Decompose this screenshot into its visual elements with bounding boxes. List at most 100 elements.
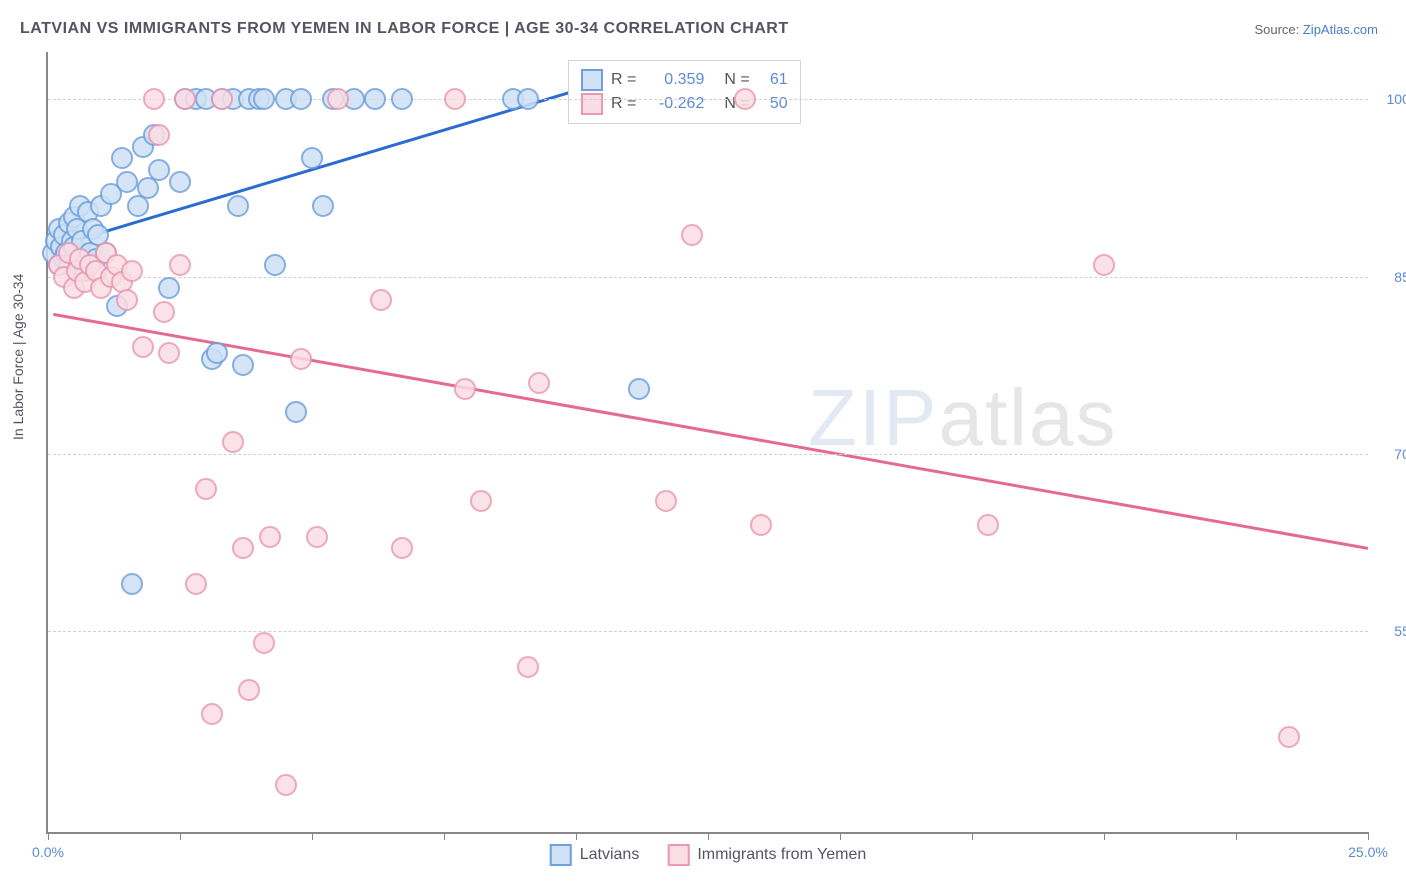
x-tick — [444, 832, 446, 840]
corr-n-value-yemen: 50 — [758, 95, 788, 113]
x-tick — [180, 832, 182, 840]
data-point-yemen — [655, 490, 677, 512]
data-point-yemen — [201, 703, 223, 725]
data-point-latvians — [227, 195, 249, 217]
data-point-yemen — [290, 348, 312, 370]
data-point-yemen — [517, 656, 539, 678]
data-point-yemen — [211, 88, 233, 110]
data-point-latvians — [206, 342, 228, 364]
x-tick — [1368, 832, 1370, 840]
x-tick — [576, 832, 578, 840]
legend-swatch-yemen — [667, 844, 689, 866]
data-point-yemen — [174, 88, 196, 110]
data-point-yemen — [470, 490, 492, 512]
data-point-latvians — [264, 254, 286, 276]
data-point-yemen — [238, 679, 260, 701]
x-tick-label: 25.0% — [1348, 844, 1388, 860]
data-point-yemen — [275, 774, 297, 796]
corr-r-label: R = — [611, 95, 636, 113]
data-point-latvians — [253, 88, 275, 110]
data-point-latvians — [148, 159, 170, 181]
y-tick-label: 70.0% — [1394, 446, 1406, 462]
data-point-latvians — [517, 88, 539, 110]
legend-swatch-latvians — [550, 844, 572, 866]
data-point-yemen — [370, 289, 392, 311]
correlation-legend: R =0.359N =61R =-0.262N =50 — [568, 60, 801, 124]
source-link[interactable]: ZipAtlas.com — [1303, 22, 1378, 37]
series-legend: Latvians Immigrants from Yemen — [550, 842, 867, 868]
x-tick — [1236, 832, 1238, 840]
data-point-yemen — [1278, 726, 1300, 748]
y-tick-label: 100.0% — [1387, 91, 1406, 107]
data-point-yemen — [1093, 254, 1115, 276]
corr-row-latvians: R = 0.359 N = 61 — [581, 69, 788, 91]
data-point-latvians — [285, 401, 307, 423]
data-point-yemen — [259, 526, 281, 548]
y-tick-label: 85.0% — [1394, 269, 1406, 285]
gridline-h — [48, 454, 1368, 455]
data-point-latvians — [169, 171, 191, 193]
corr-n-value-latvians: 61 — [758, 71, 788, 89]
y-tick-label: 55.0% — [1394, 623, 1406, 639]
data-point-latvians — [364, 88, 386, 110]
gridline-h — [48, 277, 1368, 278]
data-point-yemen — [454, 378, 476, 400]
data-point-latvians — [116, 171, 138, 193]
watermark-atlas: atlas — [938, 373, 1117, 462]
corr-r-label: R = — [611, 71, 636, 89]
data-point-yemen — [750, 514, 772, 536]
data-point-latvians — [121, 573, 143, 595]
data-point-yemen — [185, 573, 207, 595]
x-tick — [840, 832, 842, 840]
corr-swatch-latvians — [581, 69, 603, 91]
corr-row-yemen: R =-0.262N =50 — [581, 93, 788, 115]
legend-label-latvians: Latvians — [580, 846, 640, 864]
data-point-yemen — [143, 88, 165, 110]
data-point-yemen — [148, 124, 170, 146]
corr-r-value-latvians: 0.359 — [644, 71, 704, 89]
x-tick — [972, 832, 974, 840]
data-point-yemen — [253, 632, 275, 654]
trend-lines-svg — [48, 52, 1368, 832]
trend-line-yemen — [53, 314, 1368, 548]
data-point-yemen — [195, 478, 217, 500]
data-point-latvians — [111, 147, 133, 169]
x-tick — [1104, 832, 1106, 840]
watermark-zip: ZIP — [808, 373, 938, 462]
legend-item-yemen: Immigrants from Yemen — [667, 844, 866, 866]
watermark: ZIPatlas — [808, 372, 1117, 464]
source-credit: Source: ZipAtlas.com — [1254, 22, 1378, 37]
data-point-latvians — [391, 88, 413, 110]
x-tick — [48, 832, 50, 840]
y-axis-label: In Labor Force | Age 30-34 — [10, 274, 26, 440]
data-point-latvians — [301, 147, 323, 169]
legend-item-latvians: Latvians — [550, 844, 640, 866]
data-point-yemen — [169, 254, 191, 276]
data-point-yemen — [327, 88, 349, 110]
data-point-yemen — [444, 88, 466, 110]
data-point-yemen — [391, 537, 413, 559]
data-point-latvians — [158, 277, 180, 299]
x-tick — [312, 832, 314, 840]
data-point-latvians — [232, 354, 254, 376]
data-point-latvians — [628, 378, 650, 400]
data-point-yemen — [121, 260, 143, 282]
x-tick-label: 0.0% — [32, 844, 64, 860]
gridline-h — [48, 631, 1368, 632]
corr-r-value-yemen: -0.262 — [644, 95, 704, 113]
source-prefix: Source: — [1254, 22, 1302, 37]
data-point-yemen — [306, 526, 328, 548]
x-tick — [708, 832, 710, 840]
data-point-yemen — [681, 224, 703, 246]
data-point-yemen — [153, 301, 175, 323]
corr-n-label: N = — [724, 71, 749, 89]
corr-swatch-yemen — [581, 93, 603, 115]
scatter-plot-area: ZIPatlas R =0.359N =61R =-0.262N =50 Lat… — [46, 52, 1368, 834]
data-point-latvians — [312, 195, 334, 217]
trend-line-latvians — [53, 87, 586, 247]
data-point-latvians — [290, 88, 312, 110]
data-point-yemen — [132, 336, 154, 358]
data-point-yemen — [158, 342, 180, 364]
data-point-yemen — [734, 88, 756, 110]
legend-label-yemen: Immigrants from Yemen — [697, 846, 866, 864]
